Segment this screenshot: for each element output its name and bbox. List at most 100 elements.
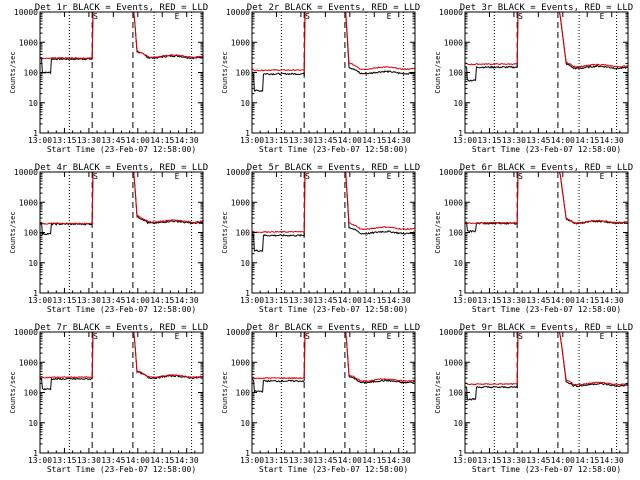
x-tick-label: 13:15 [477,136,501,145]
marker-e: E [600,332,605,341]
marker-e: E [600,172,605,181]
x-tick-label: 14:15 [575,136,599,145]
y-tick-label: 1000 [444,198,463,207]
y-tick-label: 10 [240,419,250,428]
x-tick-label: 13:15 [264,456,288,465]
lld-series [252,172,415,234]
x-axis-label: Start Time (23-Feb-07 12:58:00) [472,145,621,154]
plot-frame [464,11,629,134]
y-tick-label: 100 [449,69,464,78]
y-tick-label: 100 [449,389,464,398]
marker-e: E [387,172,392,181]
events-series [40,172,203,236]
x-tick-label: 13:00 [240,296,264,305]
y-tick-label: 1000 [231,198,250,207]
y-tick-label: 1 [245,129,250,138]
y-axis-label: Counts/sec [434,371,442,413]
x-tick-label: 13:15 [52,456,76,465]
y-axis-label: Counts/sec [434,51,442,93]
y-tick-label: 1 [33,129,38,138]
x-tick-label: 14:30 [387,296,411,305]
panel-title: Det 3r BLACK = Events, RED = LLD [460,3,633,13]
y-tick-label: 1 [458,289,463,298]
y-tick-label: 1 [245,289,250,298]
x-tick-label: 14:15 [150,456,174,465]
x-tick-label: 14:15 [150,296,174,305]
x-tick-label: 13:00 [28,136,52,145]
x-tick-label: 14:30 [600,456,624,465]
y-tick-label: 10000 [14,8,38,17]
x-tick-label: 13:45 [526,296,550,305]
y-tick-label: 10 [28,259,38,268]
marker-s: S [518,12,523,21]
x-tick-label: 13:30 [502,136,526,145]
x-tick-label: 14:00 [126,136,150,145]
x-axis-label: Start Time (23-Feb-07 12:58:00) [47,305,196,314]
x-tick-label: 14:30 [175,136,199,145]
x-tick-label: 14:15 [150,136,174,145]
x-tick-label: 14:30 [600,296,624,305]
plot-frame [251,11,416,134]
marker-e: E [387,12,392,21]
x-tick-label: 13:00 [453,136,477,145]
events-series [252,12,415,93]
panel-title: Det 5r BLACK = Events, RED = LLD [247,163,420,173]
x-tick-label: 13:00 [240,136,264,145]
marker-e: E [387,332,392,341]
x-tick-label: 14:30 [175,456,199,465]
x-tick-label: 13:00 [240,456,264,465]
lld-series [252,332,415,383]
marker-e: E [175,12,180,21]
y-tick-label: 10000 [14,328,38,337]
x-tick-label: 13:30 [289,456,313,465]
y-tick-label: 10 [453,99,463,108]
events-series [465,332,628,401]
x-tick-label: 13:45 [313,296,337,305]
marker-s: S [305,172,310,181]
x-axis-label: Start Time (23-Feb-07 12:58:00) [47,465,196,474]
x-tick-label: 13:15 [477,296,501,305]
plot-frame [464,331,629,454]
x-axis-label: Start Time (23-Feb-07 12:58:00) [472,305,621,314]
y-tick-label: 1000 [19,38,38,47]
x-tick-label: 13:15 [264,136,288,145]
marker-s: S [518,332,523,341]
y-tick-label: 10000 [439,328,463,337]
y-axis-label: Counts/sec [221,371,229,413]
panel-title: Det 9r BLACK = Events, RED = LLD [460,323,633,333]
x-tick-label: 14:15 [575,296,599,305]
x-tick-label: 14:00 [126,296,150,305]
x-tick-label: 14:00 [338,136,362,145]
y-axis-label: Counts/sec [434,211,442,253]
events-series [40,332,203,391]
events-series [465,12,628,82]
y-tick-label: 10000 [439,168,463,177]
x-axis-label: Start Time (23-Feb-07 12:58:00) [259,305,408,314]
x-tick-label: 14:00 [338,456,362,465]
x-tick-label: 13:15 [52,296,76,305]
y-tick-label: 10 [453,259,463,268]
x-tick-label: 13:00 [28,296,52,305]
y-tick-label: 1000 [231,358,250,367]
x-tick-label: 14:00 [126,456,150,465]
lld-series [40,332,203,379]
x-tick-label: 13:45 [101,456,125,465]
x-tick-label: 13:45 [526,456,550,465]
x-tick-label: 13:30 [77,456,101,465]
events-series [252,332,415,393]
y-tick-label: 1000 [444,358,463,367]
x-axis-label: Start Time (23-Feb-07 12:58:00) [47,145,196,154]
y-tick-label: 10 [28,419,38,428]
x-tick-label: 14:15 [362,456,386,465]
x-tick-label: 14:00 [551,136,575,145]
x-tick-label: 14:30 [387,456,411,465]
lld-series [40,12,203,60]
y-tick-label: 1000 [19,358,38,367]
plot-frame [39,331,204,454]
x-tick-label: 13:30 [77,136,101,145]
